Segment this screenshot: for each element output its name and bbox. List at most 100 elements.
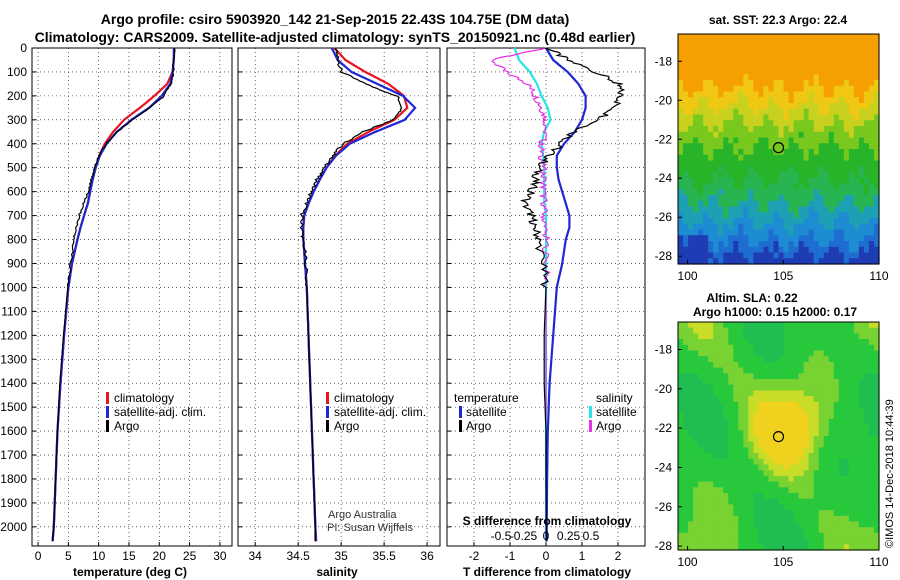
map-cell bbox=[718, 453, 724, 460]
map-cell bbox=[693, 131, 699, 139]
map-cell bbox=[678, 131, 684, 139]
map-cell bbox=[768, 390, 775, 397]
depth-tick-label: 1000 bbox=[0, 280, 27, 294]
map-cell bbox=[728, 68, 734, 75]
map-cell bbox=[748, 45, 754, 52]
map-y-tick-label: -20 bbox=[655, 93, 673, 107]
map-cell bbox=[788, 390, 795, 397]
map-cell bbox=[868, 97, 875, 104]
map-cell bbox=[723, 34, 729, 41]
map-cell bbox=[803, 34, 810, 41]
map-cell bbox=[848, 206, 855, 213]
legend-s-satellite: satellite bbox=[596, 405, 637, 419]
map-cell bbox=[683, 229, 689, 236]
map-cell bbox=[818, 195, 825, 202]
map-cell bbox=[728, 91, 734, 98]
map-cell bbox=[783, 200, 790, 208]
map-cell bbox=[708, 131, 714, 139]
map-cell bbox=[773, 91, 780, 98]
map-cell bbox=[868, 510, 875, 517]
map-cell bbox=[698, 166, 704, 173]
map-cell bbox=[853, 223, 860, 231]
map-cell bbox=[873, 384, 880, 391]
map-cell bbox=[713, 436, 719, 443]
map-cell bbox=[723, 114, 729, 121]
map-cell bbox=[743, 258, 749, 265]
map-cell bbox=[758, 137, 765, 144]
map-cell bbox=[788, 447, 795, 454]
map-cell bbox=[753, 418, 760, 426]
map-cell bbox=[758, 97, 765, 104]
difference-xlabel: T difference from climatology bbox=[463, 565, 631, 579]
map-cell bbox=[788, 532, 795, 540]
map-cell bbox=[838, 241, 845, 248]
map-cell bbox=[708, 177, 714, 185]
map-cell bbox=[803, 322, 810, 329]
map-cell bbox=[793, 114, 800, 121]
map-cell bbox=[808, 39, 815, 47]
map-cell bbox=[873, 436, 880, 443]
map-cell bbox=[743, 367, 749, 374]
map-cell bbox=[753, 246, 760, 254]
map-cell bbox=[758, 379, 765, 386]
map-cell bbox=[763, 413, 770, 420]
map-cell bbox=[703, 246, 709, 254]
map-cell bbox=[698, 97, 704, 104]
plot-frame bbox=[31, 47, 233, 547]
map-cell bbox=[828, 339, 835, 346]
map-cell bbox=[838, 458, 845, 466]
map-cell bbox=[853, 379, 860, 386]
map-cell bbox=[778, 189, 785, 196]
map-cell bbox=[853, 177, 860, 185]
map-cell bbox=[763, 80, 770, 87]
map-cell bbox=[683, 322, 689, 329]
map-cell bbox=[863, 396, 870, 403]
map-cell bbox=[768, 137, 775, 144]
map-cell bbox=[823, 390, 830, 397]
map-cell bbox=[763, 373, 770, 380]
map-cell bbox=[728, 475, 734, 483]
map-cell bbox=[838, 235, 845, 242]
map-cell bbox=[748, 200, 754, 208]
map-cell bbox=[763, 322, 770, 329]
map-cell bbox=[758, 510, 765, 517]
map-cell bbox=[803, 367, 810, 374]
map-cell bbox=[778, 413, 785, 420]
map-cell bbox=[738, 258, 744, 265]
map-cell bbox=[783, 195, 790, 202]
map-cell bbox=[873, 183, 880, 190]
map-cell bbox=[833, 120, 840, 127]
series-line-argo bbox=[299, 47, 403, 542]
map-cell bbox=[838, 418, 845, 426]
map-cell bbox=[858, 493, 865, 500]
map-cell bbox=[678, 481, 684, 488]
map-cell bbox=[848, 532, 855, 540]
series-line-satellite-t- bbox=[545, 47, 587, 542]
map-cell bbox=[873, 177, 880, 185]
map-cell bbox=[748, 436, 754, 443]
map-cell bbox=[863, 344, 870, 352]
map-cell bbox=[818, 172, 825, 179]
map-cell bbox=[863, 183, 870, 190]
map-cell bbox=[818, 396, 825, 403]
map-cell bbox=[763, 458, 770, 466]
map-cell bbox=[808, 57, 815, 64]
map-cell bbox=[678, 396, 684, 403]
map-cell bbox=[858, 396, 865, 403]
map-cell bbox=[833, 183, 840, 190]
map-cell bbox=[698, 218, 704, 225]
map-cell bbox=[728, 45, 734, 52]
map-cell bbox=[693, 45, 699, 52]
salinity-legend: climatology satellite-adj. clim. Argo Ar… bbox=[326, 391, 426, 534]
map-y-tick-label: -26 bbox=[655, 500, 673, 514]
legend-t-argo: Argo bbox=[466, 419, 492, 433]
map-cell bbox=[828, 57, 835, 64]
map-cell bbox=[738, 418, 744, 426]
map-cell bbox=[783, 80, 790, 87]
map-cell bbox=[823, 487, 830, 494]
map-cell bbox=[758, 436, 765, 443]
map-cell bbox=[708, 137, 714, 144]
map-cell bbox=[708, 470, 714, 477]
map-cell bbox=[693, 413, 699, 420]
map-cell bbox=[723, 252, 729, 259]
